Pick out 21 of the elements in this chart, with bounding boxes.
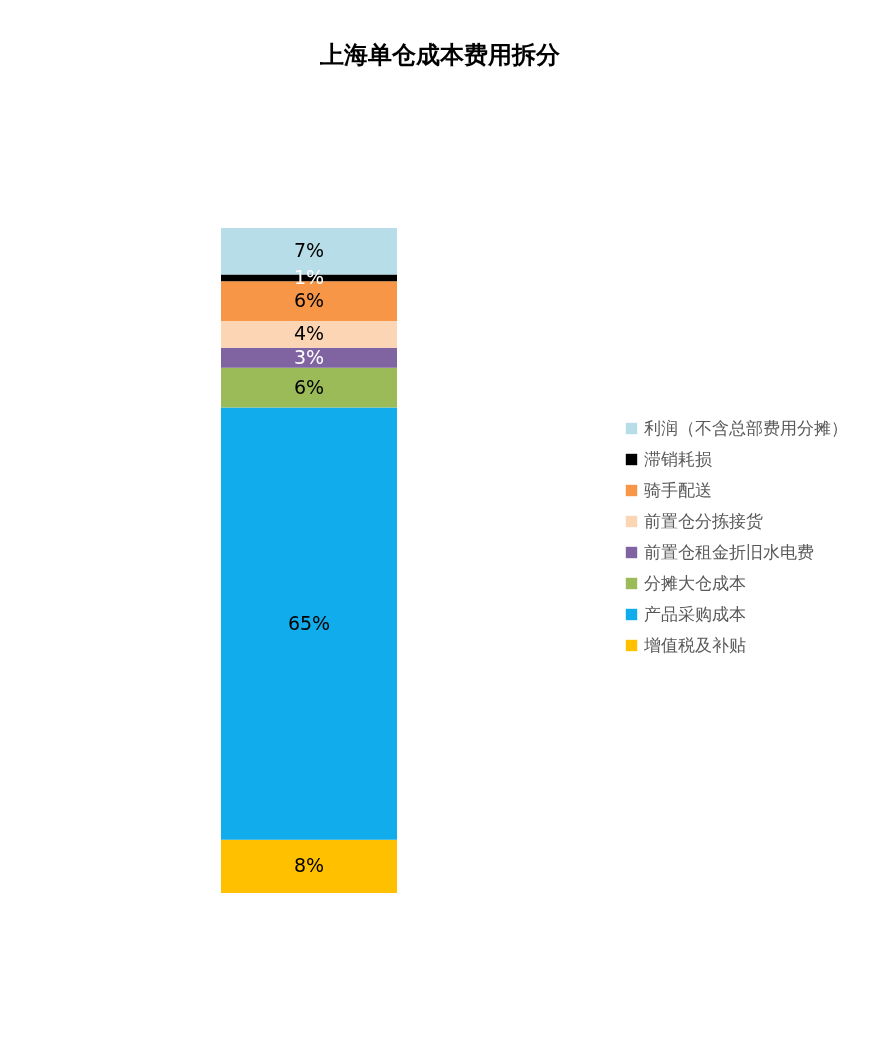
bar [221,347,397,368]
chart-title: 上海单仓成本费用拆分 [319,41,561,69]
bar [221,367,397,408]
data-label: 7% [293,239,325,262]
legend-label: 分摊大仓成本 [644,572,746,593]
legend-label: 滞销耗损 [644,448,712,469]
bar [221,407,397,840]
legend-label: 利润（不含总部费用分摊） [644,417,848,438]
legend-label: 前置仓租金折旧水电费 [644,541,814,562]
legend-label: 前置仓分拣接货 [644,510,763,531]
data-label: 6% [293,375,325,398]
data-label: 65% [287,611,331,634]
data-label: 8% [293,854,325,877]
data-label: 4% [293,322,325,345]
legend-label: 骑手配送 [644,479,712,500]
bar [221,321,397,348]
data-label: 6% [293,289,325,312]
legend-label: 产品采购成本 [644,603,746,624]
legend-label: 增值税及补贴 [643,634,746,655]
bar [221,839,397,893]
data-label: 3% [293,345,325,368]
